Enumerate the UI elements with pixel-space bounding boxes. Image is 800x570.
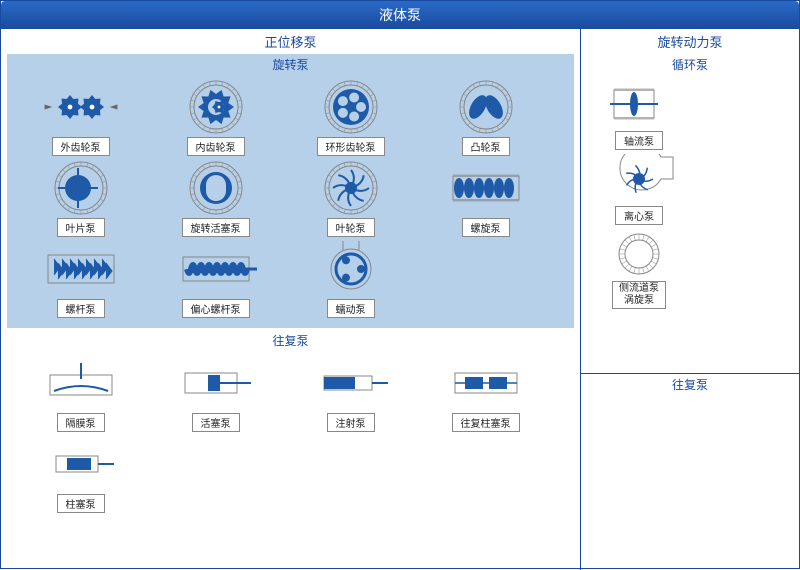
lobe-label: 凸轮泵 [462, 137, 510, 156]
pump-screw: 螺杆泵 [13, 241, 148, 318]
pump-eccentric-screw: 偏心螺杆泵 [148, 241, 283, 318]
right-section-title: 旋转动力泵 [581, 29, 799, 54]
eccentric-screw-label: 偏心螺杆泵 [182, 299, 250, 318]
pump-classification-diagram: 液体泵 正位移泵 旋转泵 外齿轮泵 内齿轮泵 环形齿轮泵 凸轮泵 叶片泵 旋转活… [0, 0, 800, 569]
lobe-icon [445, 79, 527, 135]
recip-title: 往复泵 [7, 330, 574, 351]
pump-piston: 活塞泵 [148, 355, 283, 432]
peristaltic-icon [310, 241, 392, 297]
pump-diaphragm: 隔膜泵 [13, 355, 148, 432]
recip-plunger-icon [445, 355, 527, 411]
pump-plunger: 柱塞泵 [13, 436, 148, 513]
ring-gear-icon [310, 79, 392, 135]
circ-pump-grid: 轴流泵 离心泵 侧流道泵涡旋泵 [581, 75, 799, 313]
injection-label: 注射泵 [327, 413, 375, 432]
axial-flow-icon [602, 79, 676, 129]
pump-internal-gear: 内齿轮泵 [148, 79, 283, 156]
main-title: 液体泵 [1, 1, 799, 29]
pump-recip-plunger: 往复柱塞泵 [418, 355, 553, 432]
positive-displacement-column: 正位移泵 旋转泵 外齿轮泵 内齿轮泵 环形齿轮泵 凸轮泵 叶片泵 旋转活塞泵 叶… [1, 29, 581, 570]
pump-screw-spiral: 螺旋泵 [418, 160, 553, 237]
peristaltic-label: 蠕动泵 [327, 299, 375, 318]
pump-ring-gear: 环形齿轮泵 [283, 79, 418, 156]
pump-vane: 叶片泵 [13, 160, 148, 237]
pump-lobe: 凸轮泵 [418, 79, 553, 156]
rotary-piston-icon [175, 160, 257, 216]
pump-centrifugal: 离心泵 [587, 154, 691, 225]
ring-gear-label: 环形齿轮泵 [317, 137, 385, 156]
internal-gear-label: 内齿轮泵 [187, 137, 245, 156]
pump-external-gear: 外齿轮泵 [13, 79, 148, 156]
pump-impeller: 叶轮泵 [283, 160, 418, 237]
plunger-icon [40, 436, 122, 492]
axial-flow-label: 轴流泵 [615, 131, 663, 150]
side-channel-label: 侧流道泵涡旋泵 [612, 281, 666, 309]
piston-icon [175, 355, 257, 411]
main-grid: 正位移泵 旋转泵 外齿轮泵 内齿轮泵 环形齿轮泵 凸轮泵 叶片泵 旋转活塞泵 叶… [1, 29, 799, 570]
internal-gear-icon [175, 79, 257, 135]
left-section-title: 正位移泵 [1, 29, 580, 54]
diaphragm-icon [40, 355, 122, 411]
impeller-label: 叶轮泵 [327, 218, 375, 237]
rotary-pump-panel: 旋转泵 外齿轮泵 内齿轮泵 环形齿轮泵 凸轮泵 叶片泵 旋转活塞泵 叶轮泵 螺旋… [7, 54, 574, 328]
pump-side-channel: 侧流道泵涡旋泵 [587, 229, 691, 309]
rotary-pump-grid: 外齿轮泵 内齿轮泵 环形齿轮泵 凸轮泵 叶片泵 旋转活塞泵 叶轮泵 螺旋泵 螺杆… [7, 75, 574, 322]
rotary-piston-label: 旋转活塞泵 [182, 218, 250, 237]
recip-plunger-label: 往复柱塞泵 [452, 413, 520, 432]
centrifugal-label: 离心泵 [615, 206, 663, 225]
piston-label: 活塞泵 [192, 413, 240, 432]
right-recip-title: 往复泵 [581, 374, 799, 395]
eccentric-screw-icon [175, 241, 257, 297]
rotodynamic-column: 旋转动力泵 循环泵 轴流泵 离心泵 侧流道泵涡旋泵 往复泵 [581, 29, 799, 570]
pump-axial-flow: 轴流泵 [587, 79, 691, 150]
plunger-label: 柱塞泵 [57, 494, 105, 513]
pump-rotary-piston: 旋转活塞泵 [148, 160, 283, 237]
circ-title: 循环泵 [581, 54, 799, 75]
recip-pump-grid: 隔膜泵 活塞泵 注射泵 往复柱塞泵 柱塞泵 [7, 351, 574, 517]
rotary-title: 旋转泵 [7, 54, 574, 75]
injection-icon [310, 355, 392, 411]
side-channel-icon [602, 229, 676, 279]
centrifugal-icon [602, 154, 676, 204]
external-gear-icon [40, 79, 122, 135]
reciprocating-panel: 往复泵 隔膜泵 活塞泵 注射泵 往复柱塞泵 柱塞泵 [1, 328, 580, 521]
vane-icon [40, 160, 122, 216]
external-gear-label: 外齿轮泵 [52, 137, 110, 156]
screw-icon [40, 241, 122, 297]
screw-spiral-label: 螺旋泵 [462, 218, 510, 237]
impeller-icon [310, 160, 392, 216]
pump-peristaltic: 蠕动泵 [283, 241, 418, 318]
screw-label: 螺杆泵 [57, 299, 105, 318]
pump-injection: 注射泵 [283, 355, 418, 432]
right-recip-panel: 往复泵 [581, 373, 799, 395]
vane-label: 叶片泵 [57, 218, 105, 237]
diaphragm-label: 隔膜泵 [57, 413, 105, 432]
screw-spiral-icon [445, 160, 527, 216]
